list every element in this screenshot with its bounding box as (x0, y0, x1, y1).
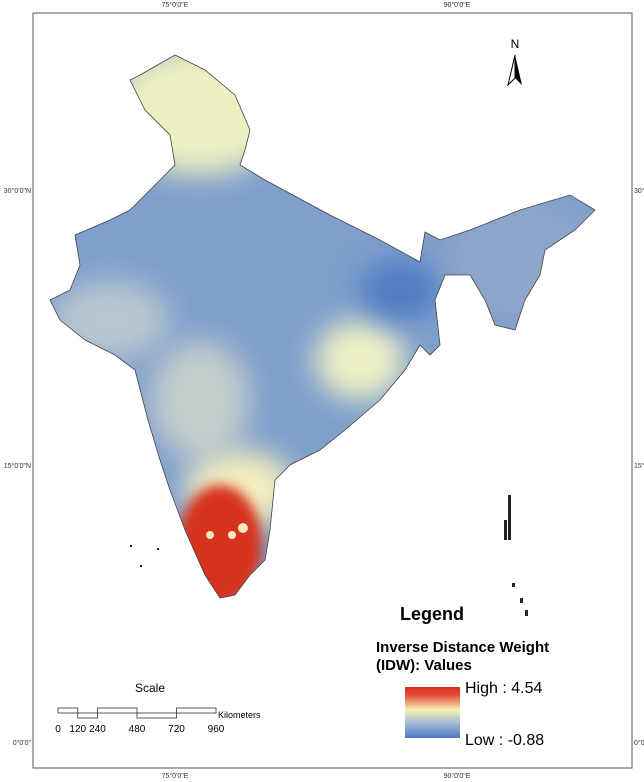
scale-tick-label: 480 (129, 724, 146, 735)
scale-unit: Kilometers (218, 710, 261, 720)
lon-label: 90°0'0"E (444, 1, 471, 9)
scale-segment (176, 707, 217, 714)
lat-label: 15°0'0"N (4, 462, 31, 470)
lon-label: 75°0'0"E (162, 1, 189, 9)
legend-high: High : 4.54 (465, 680, 542, 697)
legend-subtitle: Inverse Distance Weight (376, 639, 549, 656)
scale-tick-label: 0 (55, 724, 61, 735)
lat-label: 0°0'0" (634, 739, 644, 747)
legend-subtitle: (IDW): Values (376, 657, 472, 674)
scale-segment (57, 707, 79, 714)
scale-tick-label: 240 (89, 724, 106, 735)
scale-title: Scale (135, 681, 165, 695)
color-ramp (405, 687, 460, 738)
lat-label: 0°0'0" (13, 739, 32, 747)
lon-label: 90°0'0"E (444, 772, 471, 780)
lat-label: 30°0'0"N (4, 187, 31, 195)
legend-low: Low : -0.88 (465, 732, 544, 749)
islands (130, 495, 528, 616)
lat-label: 15°0'0"N (634, 462, 644, 470)
scale-segment (97, 707, 138, 714)
scale-tick-label: 120 (69, 724, 86, 735)
north-label: N (511, 37, 520, 51)
legend-title: Legend (400, 604, 464, 624)
lat-label: 30°0'0"N (634, 187, 644, 195)
scale-tick-label: 720 (168, 724, 185, 735)
lon-label: 75°0'0"E (162, 772, 189, 780)
scale-segment (136, 712, 177, 719)
scale-tick-label: 960 (208, 724, 225, 735)
north-arrow: N (507, 37, 522, 87)
scale-segment (77, 712, 98, 719)
